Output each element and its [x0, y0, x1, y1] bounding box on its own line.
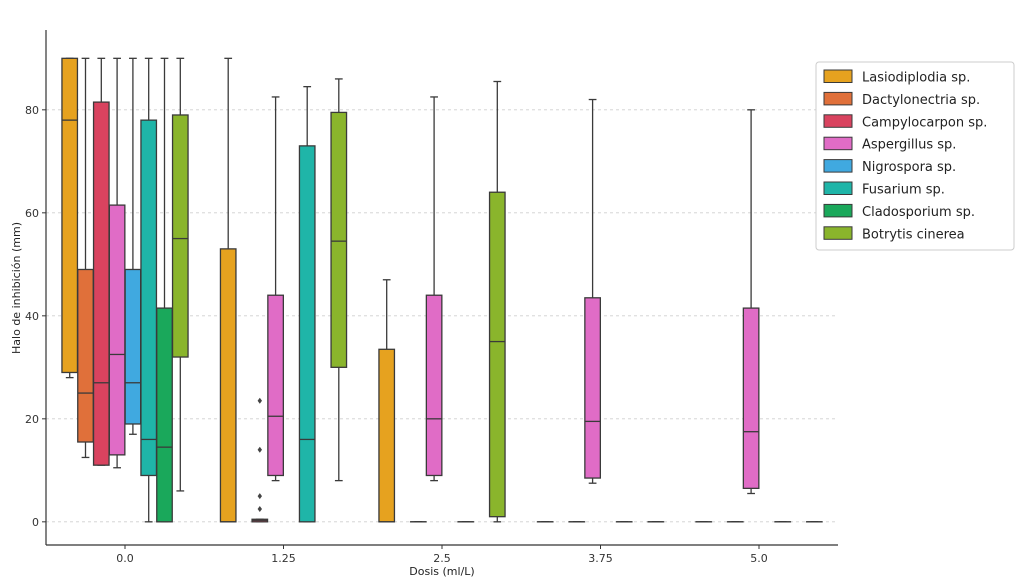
legend-label: Cladosporium sp.	[862, 205, 975, 220]
y-tick-label: 60	[25, 207, 39, 220]
x-tick-label: 0.0	[116, 552, 134, 565]
outlier-point	[257, 505, 262, 512]
legend-label: Aspergillus sp.	[862, 138, 956, 153]
box	[742, 307, 760, 490]
legend-swatch	[823, 203, 853, 218]
legend-swatch	[823, 69, 853, 83]
legend-label: Lasiodiplodia sp.	[862, 71, 970, 86]
legend-swatch	[823, 91, 853, 106]
x-axis-label: Dosis (ml/L)	[409, 565, 474, 578]
x-tick-label: 5.0	[750, 552, 768, 565]
box	[584, 297, 601, 479]
x-tick-label: 1.25	[271, 552, 296, 565]
legend-swatch	[823, 159, 853, 173]
series-fusarium-sp	[140, 57, 792, 523]
legend-swatch	[823, 114, 853, 128]
box	[267, 294, 285, 477]
box	[488, 191, 506, 518]
y-tick-label: 0	[32, 516, 39, 529]
box	[140, 119, 158, 477]
box	[77, 268, 94, 443]
box	[61, 57, 79, 374]
legend-swatch	[823, 181, 853, 195]
series-botrytis-cinerea	[171, 57, 823, 523]
series-cladosporium-sp	[156, 57, 173, 523]
outlier-point	[257, 446, 262, 453]
legend-label: Nigrospora sp.	[862, 160, 956, 175]
y-tick-label: 40	[25, 310, 39, 323]
box	[378, 348, 396, 523]
y-tick-label: 20	[25, 413, 39, 426]
x-tick-label: 2.5	[433, 552, 451, 565]
legend-label: Dactylonectria sp.	[862, 93, 980, 108]
x-tick-label: 3.75	[588, 552, 613, 565]
series-lasiodiplodia-sp	[61, 57, 713, 523]
outlier-point	[257, 493, 262, 500]
box	[330, 111, 348, 368]
legend-swatch	[823, 136, 853, 151]
y-tick-label: 80	[25, 104, 39, 117]
legend: Lasiodiplodia sp. Dactylonectria sp. Campy…	[815, 61, 1015, 251]
series-nigrospora-sp	[124, 57, 142, 435]
box	[219, 248, 237, 523]
outlier-point	[257, 397, 262, 404]
box	[92, 101, 110, 466]
legend-label: Fusarium sp.	[862, 183, 945, 198]
series-dactylonectria-sp	[77, 57, 94, 459]
box	[425, 294, 443, 477]
series-aspergillus-sp	[108, 57, 760, 495]
box	[298, 145, 316, 523]
series-campylocarpon-sp	[92, 57, 744, 523]
box	[171, 114, 189, 358]
box	[124, 268, 142, 425]
legend-frame	[815, 61, 1015, 251]
box	[108, 204, 126, 456]
legend-label: Botrytis cinerea	[862, 227, 965, 242]
y-axis-label: Halo de inhibición (mm)	[10, 222, 23, 354]
box	[156, 307, 173, 523]
box-plot-series	[61, 57, 823, 523]
legend-swatch	[823, 226, 853, 240]
axes: Dosis (ml/L) Halo de inhibición (mm) 0 20…	[10, 30, 838, 578]
legend-label: Campylocarpon sp.	[862, 115, 987, 130]
